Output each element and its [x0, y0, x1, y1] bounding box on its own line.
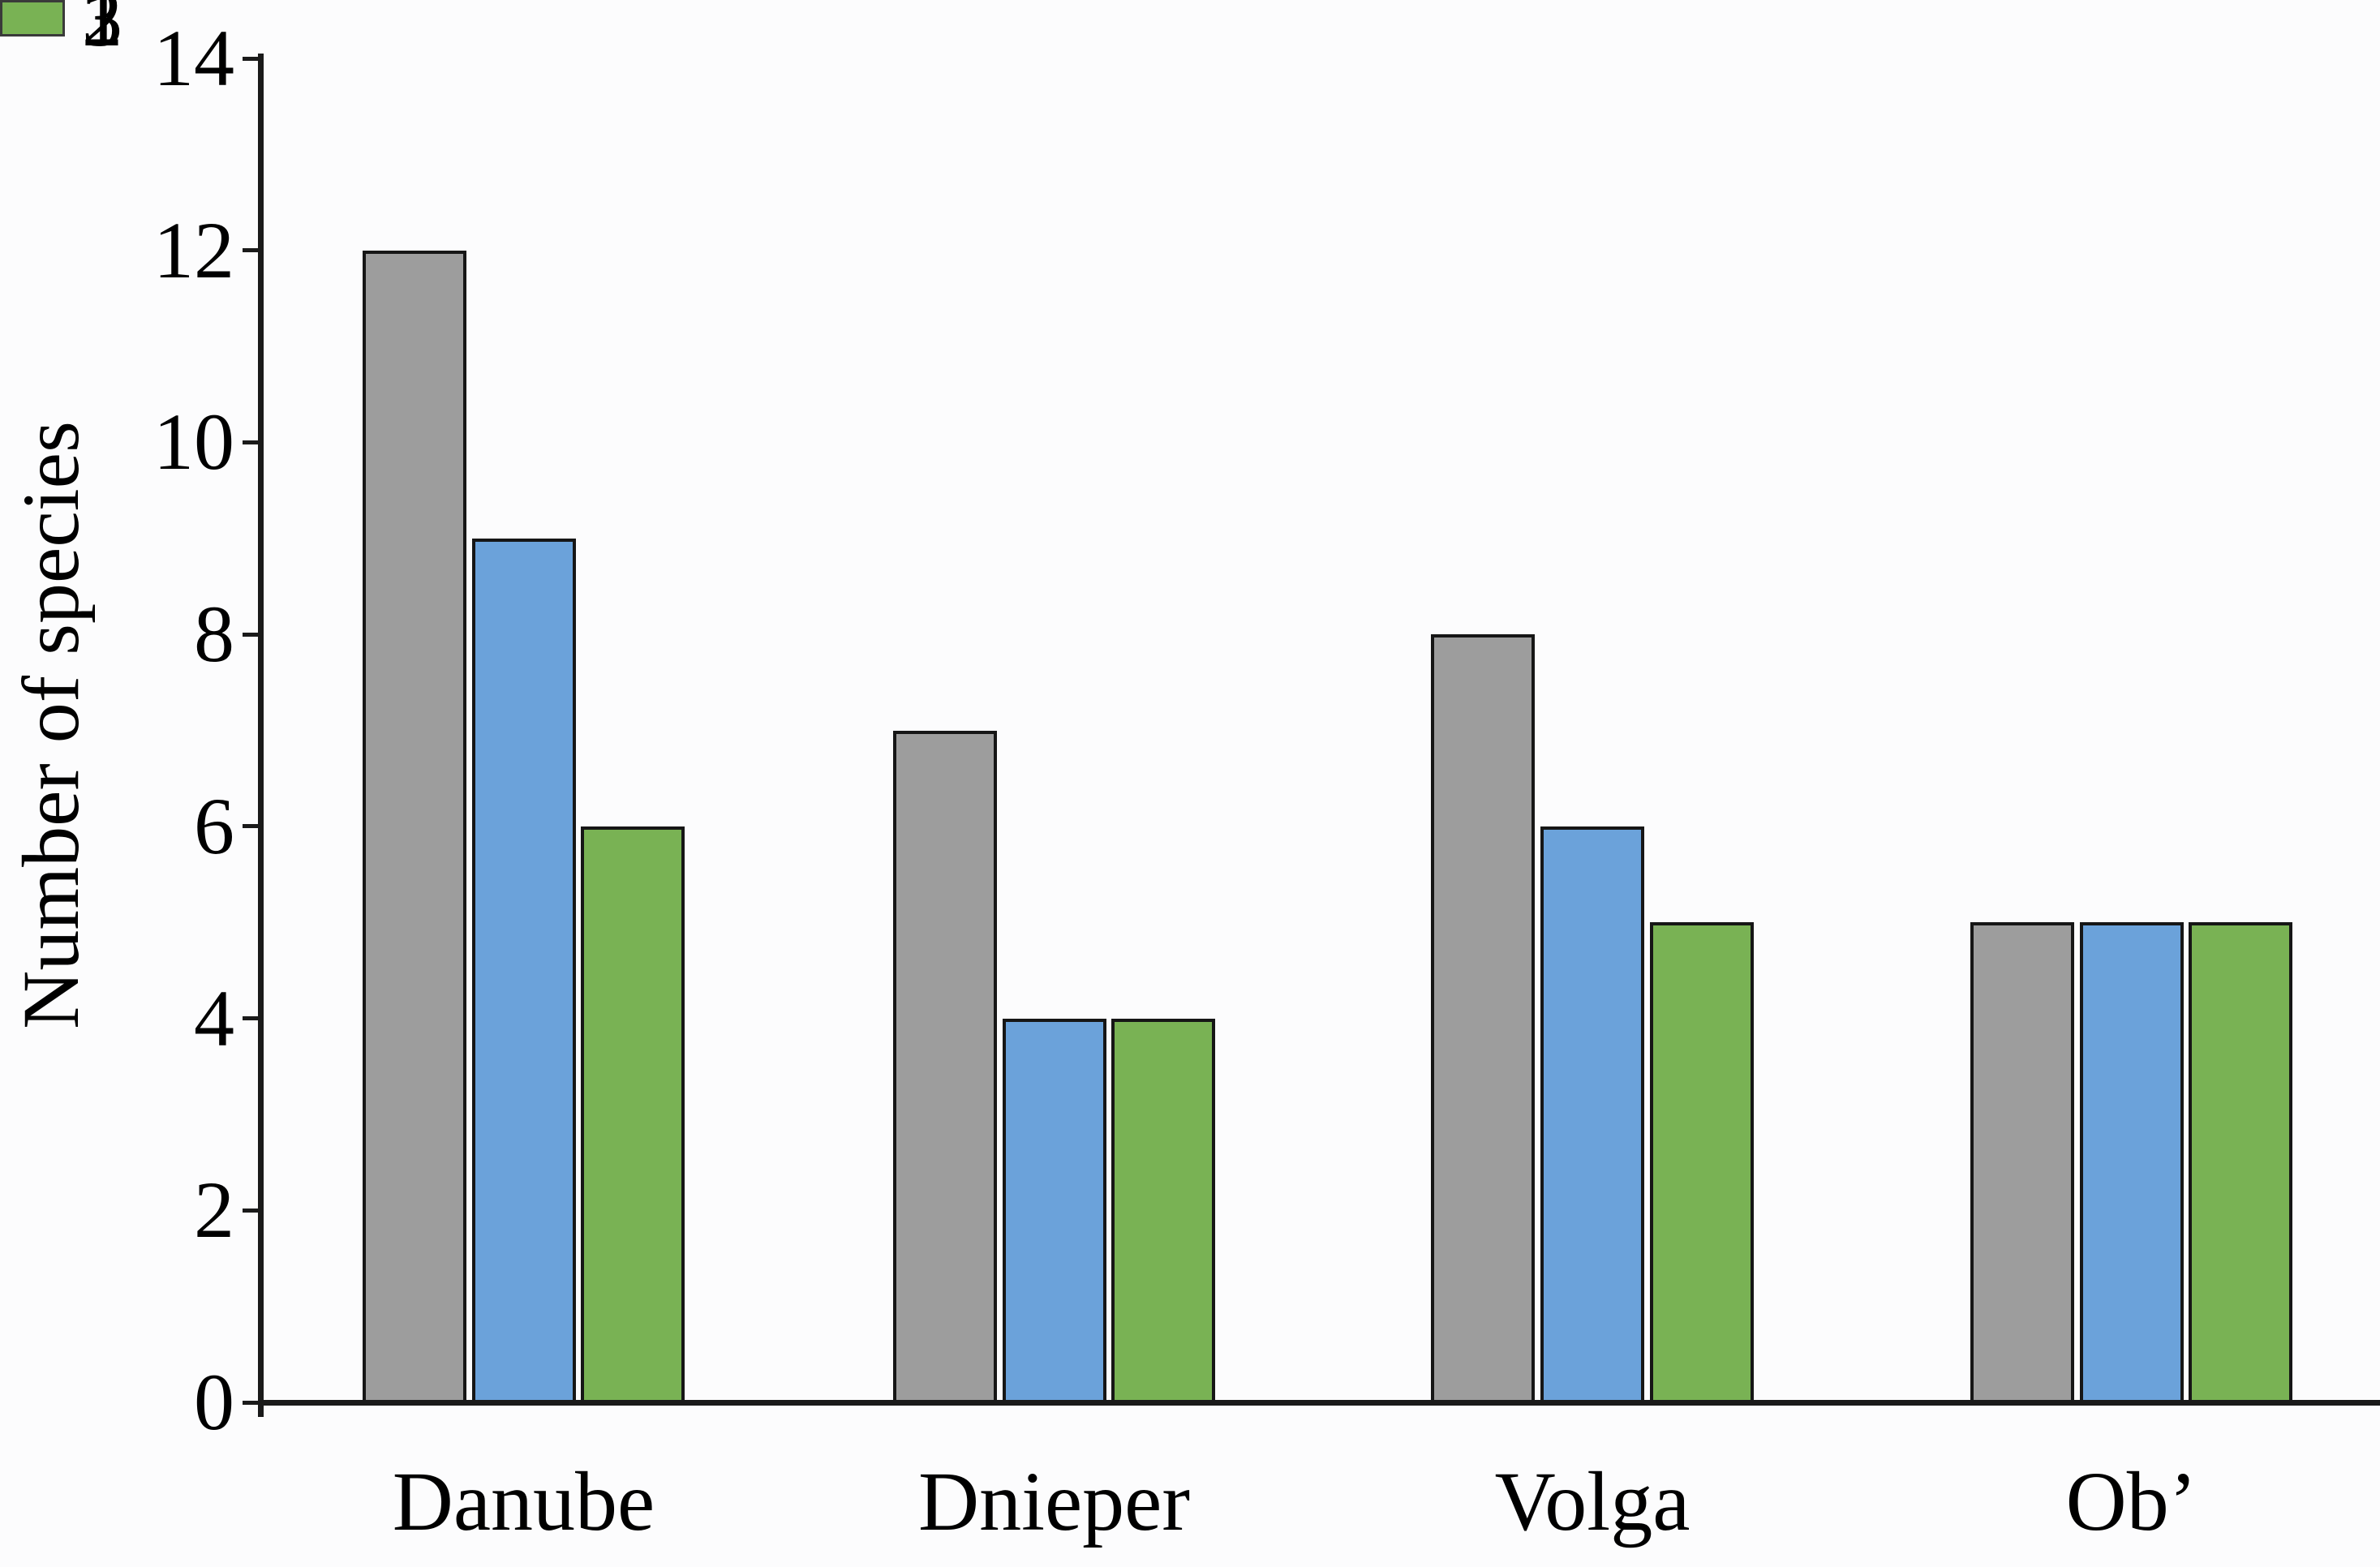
y-tick-mark [243, 632, 260, 637]
legend-item: 3 [0, 0, 243, 268]
x-category-label: Dnieper [918, 1455, 1190, 1548]
bar-series1-dnieper [892, 730, 997, 1406]
y-tick-label: 0 [194, 1357, 234, 1447]
bar-series1-danube [362, 250, 466, 1406]
y-tick-label: 4 [194, 972, 234, 1063]
bar-series2-dnieper [1002, 1018, 1106, 1406]
y-tick-label: 6 [194, 780, 234, 871]
y-tick-mark [243, 824, 260, 829]
legend-item: 2 [0, 0, 243, 178]
bar-series2-danube [471, 538, 576, 1406]
y-tick-label: 14 [153, 13, 234, 103]
legend-label: 3 [82, 0, 122, 63]
y-tick-label: 2 [194, 1165, 234, 1256]
y-tick-label: 10 [153, 397, 234, 487]
y-tick-label: 8 [194, 589, 234, 680]
y-tick-mark [243, 248, 260, 253]
legend-swatch [0, 0, 65, 36]
bar-series3-dnieper [1111, 1018, 1216, 1406]
bar-series1-ob [1970, 922, 2074, 1406]
y-tick-label: 12 [153, 204, 234, 295]
y-tick-mark [243, 1400, 260, 1405]
legend-label: 2 [82, 0, 122, 63]
bar-series3-volga [1649, 922, 1754, 1406]
y-tick-mark [243, 440, 260, 444]
bar-series2-volga [1540, 826, 1644, 1406]
y-tick-mark [243, 56, 260, 61]
x-category-label: Danube [392, 1455, 655, 1548]
bar-series3-danube [581, 826, 685, 1406]
y-axis-line [257, 54, 264, 1417]
y-tick-mark [243, 1208, 260, 1213]
x-category-label: Volga [1494, 1455, 1690, 1548]
y-tick-mark [243, 1016, 260, 1021]
legend-label: 1 [82, 0, 122, 63]
bar-series1-volga [1431, 634, 1536, 1406]
bar-series3-ob [2189, 922, 2293, 1406]
bar-series2-ob [2079, 922, 2184, 1406]
x-category-label: Ob’ [2065, 1455, 2197, 1548]
x-axis-line [257, 1399, 2380, 1406]
